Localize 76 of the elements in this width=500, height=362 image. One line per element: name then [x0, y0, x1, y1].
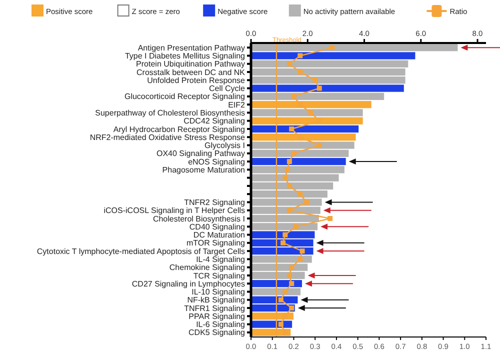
point	[289, 281, 294, 286]
point	[298, 134, 303, 140]
point	[282, 314, 288, 319]
y-tick-label: IL-6 Signaling	[196, 320, 245, 330]
point	[286, 208, 292, 213]
point	[278, 297, 284, 302]
y-tick-label: PPAR Signaling	[188, 312, 245, 321]
y-tick-label: IL-4 Signaling	[196, 254, 245, 264]
point	[308, 110, 314, 116]
point	[316, 142, 322, 148]
point	[289, 306, 294, 311]
y-tick-label: Phagosome Maturation	[162, 165, 245, 174]
point	[284, 167, 290, 172]
point	[291, 150, 296, 156]
point	[289, 264, 294, 270]
y-tick-label: Cytotoxic T lymphocyte-mediated Apoptosis of Target Cells	[36, 246, 245, 256]
y-tick-label: OX40 Signaling Pathway	[156, 149, 245, 158]
y-tick-label: TNFR2 Signaling	[184, 198, 245, 208]
y-tick-label: mTOR Signaling	[186, 238, 245, 248]
y-tick-label: CD27 Signaling in Lymphocytes	[132, 279, 245, 288]
bar	[251, 84, 404, 92]
point	[316, 118, 322, 124]
point	[282, 232, 288, 238]
y-tick-label: Cholesterol Biosynthesis I	[152, 214, 245, 224]
y-tick-label: Type I Diabetes Mellitus Signaling	[124, 52, 245, 61]
y-tick-label: Crosstalk between DC and NK	[136, 68, 246, 77]
point	[286, 183, 292, 188]
y-tick-label: CD40 Signaling	[189, 222, 245, 232]
point	[286, 272, 292, 278]
point	[304, 200, 310, 205]
point	[282, 289, 288, 294]
y-tick-label: CDK5 Signaling	[188, 328, 245, 338]
point	[298, 256, 303, 262]
bar	[251, 109, 363, 116]
bar	[251, 44, 458, 52]
point	[293, 224, 298, 230]
bar	[251, 92, 384, 100]
point	[298, 102, 303, 108]
point	[298, 53, 303, 58]
point	[286, 159, 292, 164]
y-tick-label: TNFR1 Signaling	[184, 304, 245, 313]
y-tick-label: Superpathway of Cholesterol Biosynthesis	[95, 108, 245, 118]
point	[278, 322, 284, 327]
y-tick-label: Cell Cycle	[208, 84, 246, 94]
y-tick-label: Glycolysis I	[204, 141, 245, 150]
point	[291, 94, 296, 99]
bar	[251, 158, 346, 166]
bar	[251, 125, 359, 133]
point	[286, 61, 292, 66]
point	[298, 69, 303, 74]
y-tick-label: NRF2-mediated Oxidative Stress Response	[90, 132, 246, 142]
y-tick-label: Chemokine Signaling	[169, 263, 245, 272]
point	[312, 78, 318, 83]
y-tick-label: IL-10 Signaling	[192, 288, 245, 297]
y-tick-label: Unfolded Protein Response	[147, 76, 246, 85]
y-tick-label: TCR Signaling	[193, 271, 245, 280]
point	[328, 216, 333, 221]
point	[280, 240, 286, 246]
point	[282, 175, 288, 180]
point	[298, 192, 303, 197]
y-tick-label: DC Maturation	[193, 230, 245, 240]
y-tick-label: NF-kB Signaling	[187, 296, 245, 305]
point	[289, 126, 294, 132]
bar	[251, 52, 416, 60]
y-tick-label: Glucocorticoid Receptor Signaling	[124, 92, 245, 102]
y-tick-label: Aryl Hydrocarbon Receptor Signaling	[113, 124, 245, 134]
y-tick-label: EIF2	[228, 100, 246, 110]
y-tick-label: Protein Ubiquitination Pathway	[136, 60, 245, 69]
point	[282, 330, 288, 335]
y-tick-label: Antigen Presentation Pathway	[138, 43, 245, 52]
y-tick-label: eNOS Signaling	[188, 157, 245, 166]
y-tick-label: iCOS-iCOSL Signaling in T Helper Cells	[104, 206, 245, 216]
y-tick-label: CDC42 Signaling	[184, 116, 245, 126]
point	[316, 86, 322, 91]
point	[330, 45, 335, 50]
point	[300, 248, 305, 254]
